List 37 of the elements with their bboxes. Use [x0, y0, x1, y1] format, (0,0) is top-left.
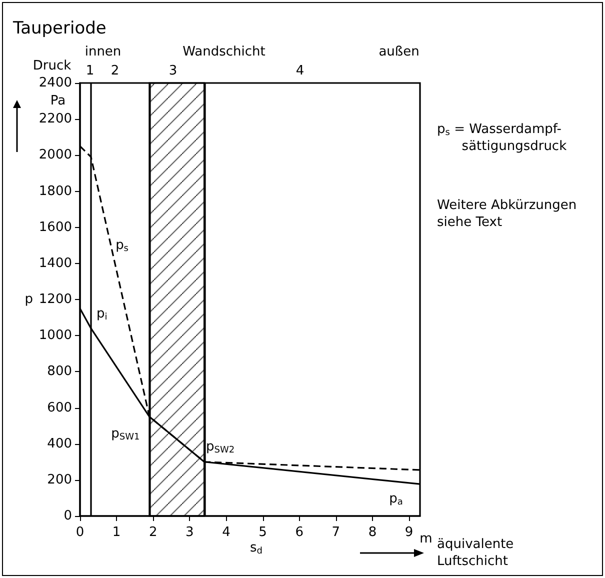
x-tick-label: 6	[295, 525, 304, 540]
y-axis-title: p	[24, 292, 34, 307]
y-tick-label: 2200	[38, 112, 72, 127]
y-tick-label: 1200	[38, 292, 72, 307]
x-tick-label: 9	[404, 525, 414, 540]
y-tick-label: 1000	[38, 328, 72, 344]
text: Wandschicht	[182, 44, 266, 60]
y-tick-label: 1400	[38, 256, 72, 271]
x-tick-label: 1	[112, 525, 121, 540]
text: Weitere Abkürzungen siehe Text	[437, 198, 577, 230]
x-tick-label: 8	[368, 525, 377, 540]
y-tick-label: 600	[47, 400, 72, 416]
text: äquivalente Luftschicht	[437, 537, 514, 569]
chart-title: Tauperiode	[12, 18, 106, 38]
y-tick-label: 1600	[38, 220, 72, 235]
x-tick-label: 7	[332, 525, 340, 540]
text: außen	[378, 44, 420, 60]
text: 4	[296, 64, 304, 78]
text: 1	[86, 64, 94, 78]
text: Pa	[50, 94, 66, 108]
text: 2	[110, 64, 120, 78]
text: 3	[168, 64, 178, 78]
y-tick-label: 800	[47, 364, 72, 380]
y-tick-label: 400	[47, 436, 72, 452]
y-tick-label: 0	[64, 508, 72, 524]
y-tick-label: 1800	[38, 184, 72, 199]
x-tick-label: 3	[186, 525, 194, 540]
text: m	[420, 532, 432, 546]
y-tick-label: 200	[47, 472, 72, 488]
y-tick-label: 2400	[38, 76, 72, 90]
text: Druck	[32, 58, 72, 74]
x-tick-label: 2	[148, 525, 158, 540]
text: innen	[84, 44, 122, 60]
x-tick-label: 4	[222, 525, 230, 540]
x-tick-label: 0	[76, 525, 84, 540]
x-tick-label: 5	[258, 525, 267, 540]
y-tick-label: 2000	[38, 148, 72, 163]
